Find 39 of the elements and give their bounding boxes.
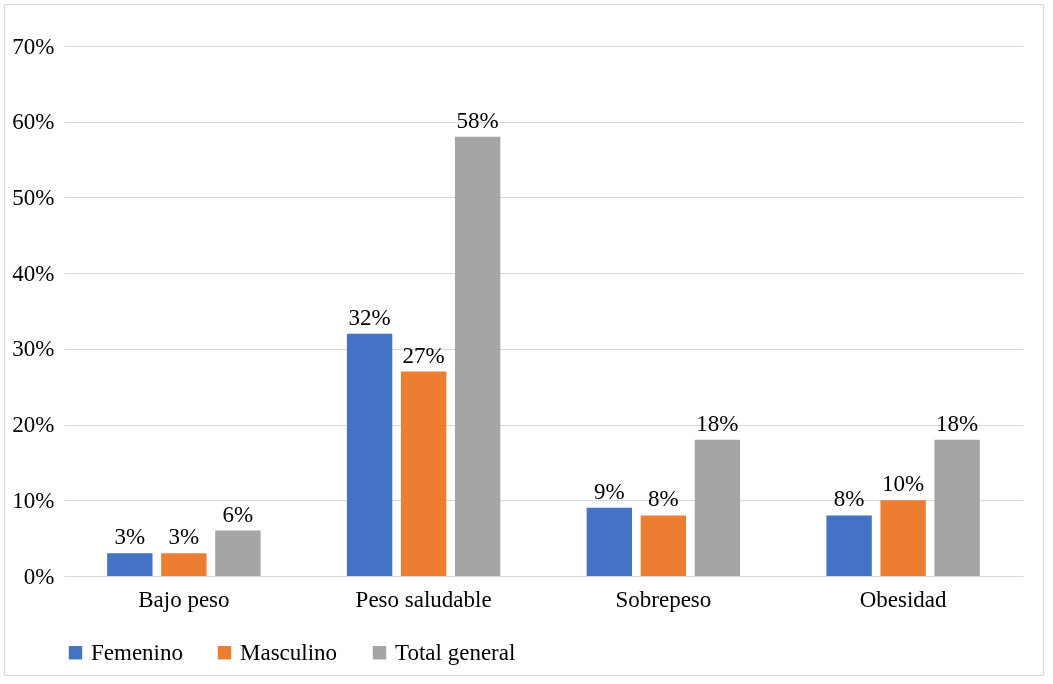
data-label: 18% bbox=[936, 410, 979, 436]
bar bbox=[694, 439, 741, 576]
bar bbox=[161, 553, 207, 576]
bar bbox=[107, 553, 153, 576]
bar bbox=[215, 530, 261, 576]
y-tick-label: 70% bbox=[12, 33, 55, 59]
x-tick-label: Bajo peso bbox=[138, 586, 230, 612]
legend-label: Total general bbox=[395, 639, 516, 665]
y-tick-label: 30% bbox=[12, 336, 55, 362]
bar bbox=[346, 333, 393, 576]
data-label: 6% bbox=[222, 501, 254, 527]
legend-label: Femenino bbox=[91, 639, 183, 665]
x-tick-label: Obesidad bbox=[859, 586, 948, 612]
bar bbox=[934, 439, 980, 576]
data-label: 3% bbox=[168, 524, 200, 550]
data-label: 8% bbox=[833, 486, 865, 512]
bar bbox=[586, 507, 633, 576]
data-label: 58% bbox=[456, 107, 499, 133]
bar bbox=[826, 515, 872, 576]
bar bbox=[640, 515, 687, 576]
bar bbox=[454, 136, 501, 576]
data-label: 9% bbox=[594, 478, 625, 504]
x-tick-label: Sobrepeso bbox=[615, 586, 712, 612]
data-label: 8% bbox=[648, 486, 679, 512]
bar bbox=[880, 500, 926, 576]
y-tick-label: 10% bbox=[12, 487, 55, 513]
data-label: 32% bbox=[348, 304, 391, 330]
data-label: 3% bbox=[114, 524, 146, 550]
bar bbox=[400, 371, 447, 576]
y-tick-label: 50% bbox=[12, 184, 55, 210]
y-tick-label: 0% bbox=[23, 563, 55, 589]
data-label: 10% bbox=[882, 471, 925, 497]
data-label: 18% bbox=[696, 410, 739, 436]
y-tick-label: 20% bbox=[12, 412, 55, 438]
y-tick-label: 40% bbox=[12, 260, 55, 286]
legend-label: Masculino bbox=[240, 639, 338, 665]
y-tick-label: 60% bbox=[12, 109, 55, 135]
data-label: 27% bbox=[402, 342, 445, 368]
x-tick-label: Peso saludable bbox=[355, 586, 492, 612]
